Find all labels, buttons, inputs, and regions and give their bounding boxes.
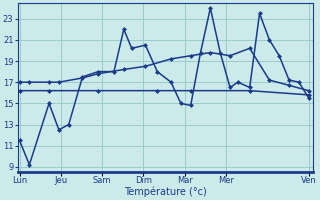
X-axis label: Température (°c): Température (°c) [124,187,206,197]
